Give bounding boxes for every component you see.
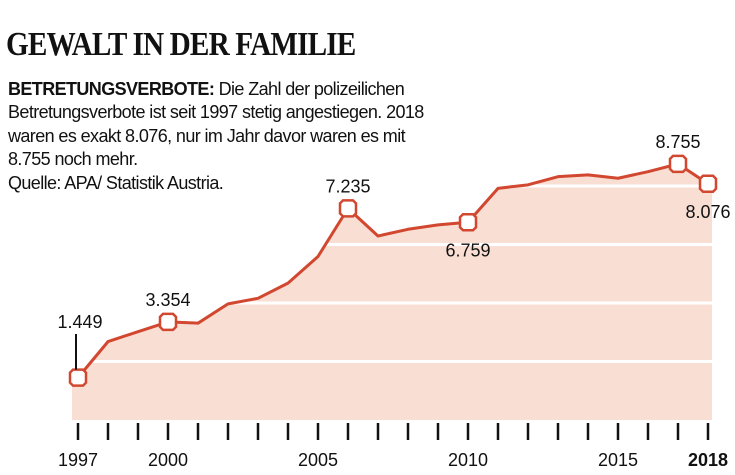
source-text: Quelle: APA/ Statistik Austria. [8, 172, 224, 193]
data-line [76, 162, 709, 379]
data-label: 8.076 [685, 202, 730, 222]
chart-title: GEWALT IN DER FAMILIE [6, 26, 356, 63]
area-fill [72, 163, 712, 420]
data-label: 8.755 [655, 132, 700, 152]
data-point-marker [338, 199, 358, 218]
x-tick-label: 2005 [298, 450, 338, 470]
data-label: 6.759 [445, 240, 490, 260]
x-tick-label: 2010 [448, 450, 488, 470]
data-point-marker [668, 154, 688, 174]
data-point-marker [158, 312, 178, 332]
data-label: 3.354 [145, 290, 190, 310]
data-point-marker [68, 368, 88, 387]
data-label: 7.235 [325, 176, 370, 196]
data-label: 1.449 [57, 312, 102, 332]
x-tick-label: 1997 [58, 450, 98, 470]
x-tick-label: 2015 [598, 450, 638, 470]
description-text: Die Zahl der polizeilichen Betretungsver… [8, 79, 424, 170]
data-point-marker [698, 174, 718, 194]
data-point-marker [458, 213, 478, 232]
chart-description: BETRETUNGSVERBOTE: Die Zahl der polizeil… [8, 78, 438, 195]
x-tick-label: 2018 [688, 450, 728, 470]
description-lead: BETRETUNGSVERBOTE: [8, 79, 215, 99]
x-tick-label: 2000 [148, 450, 188, 470]
